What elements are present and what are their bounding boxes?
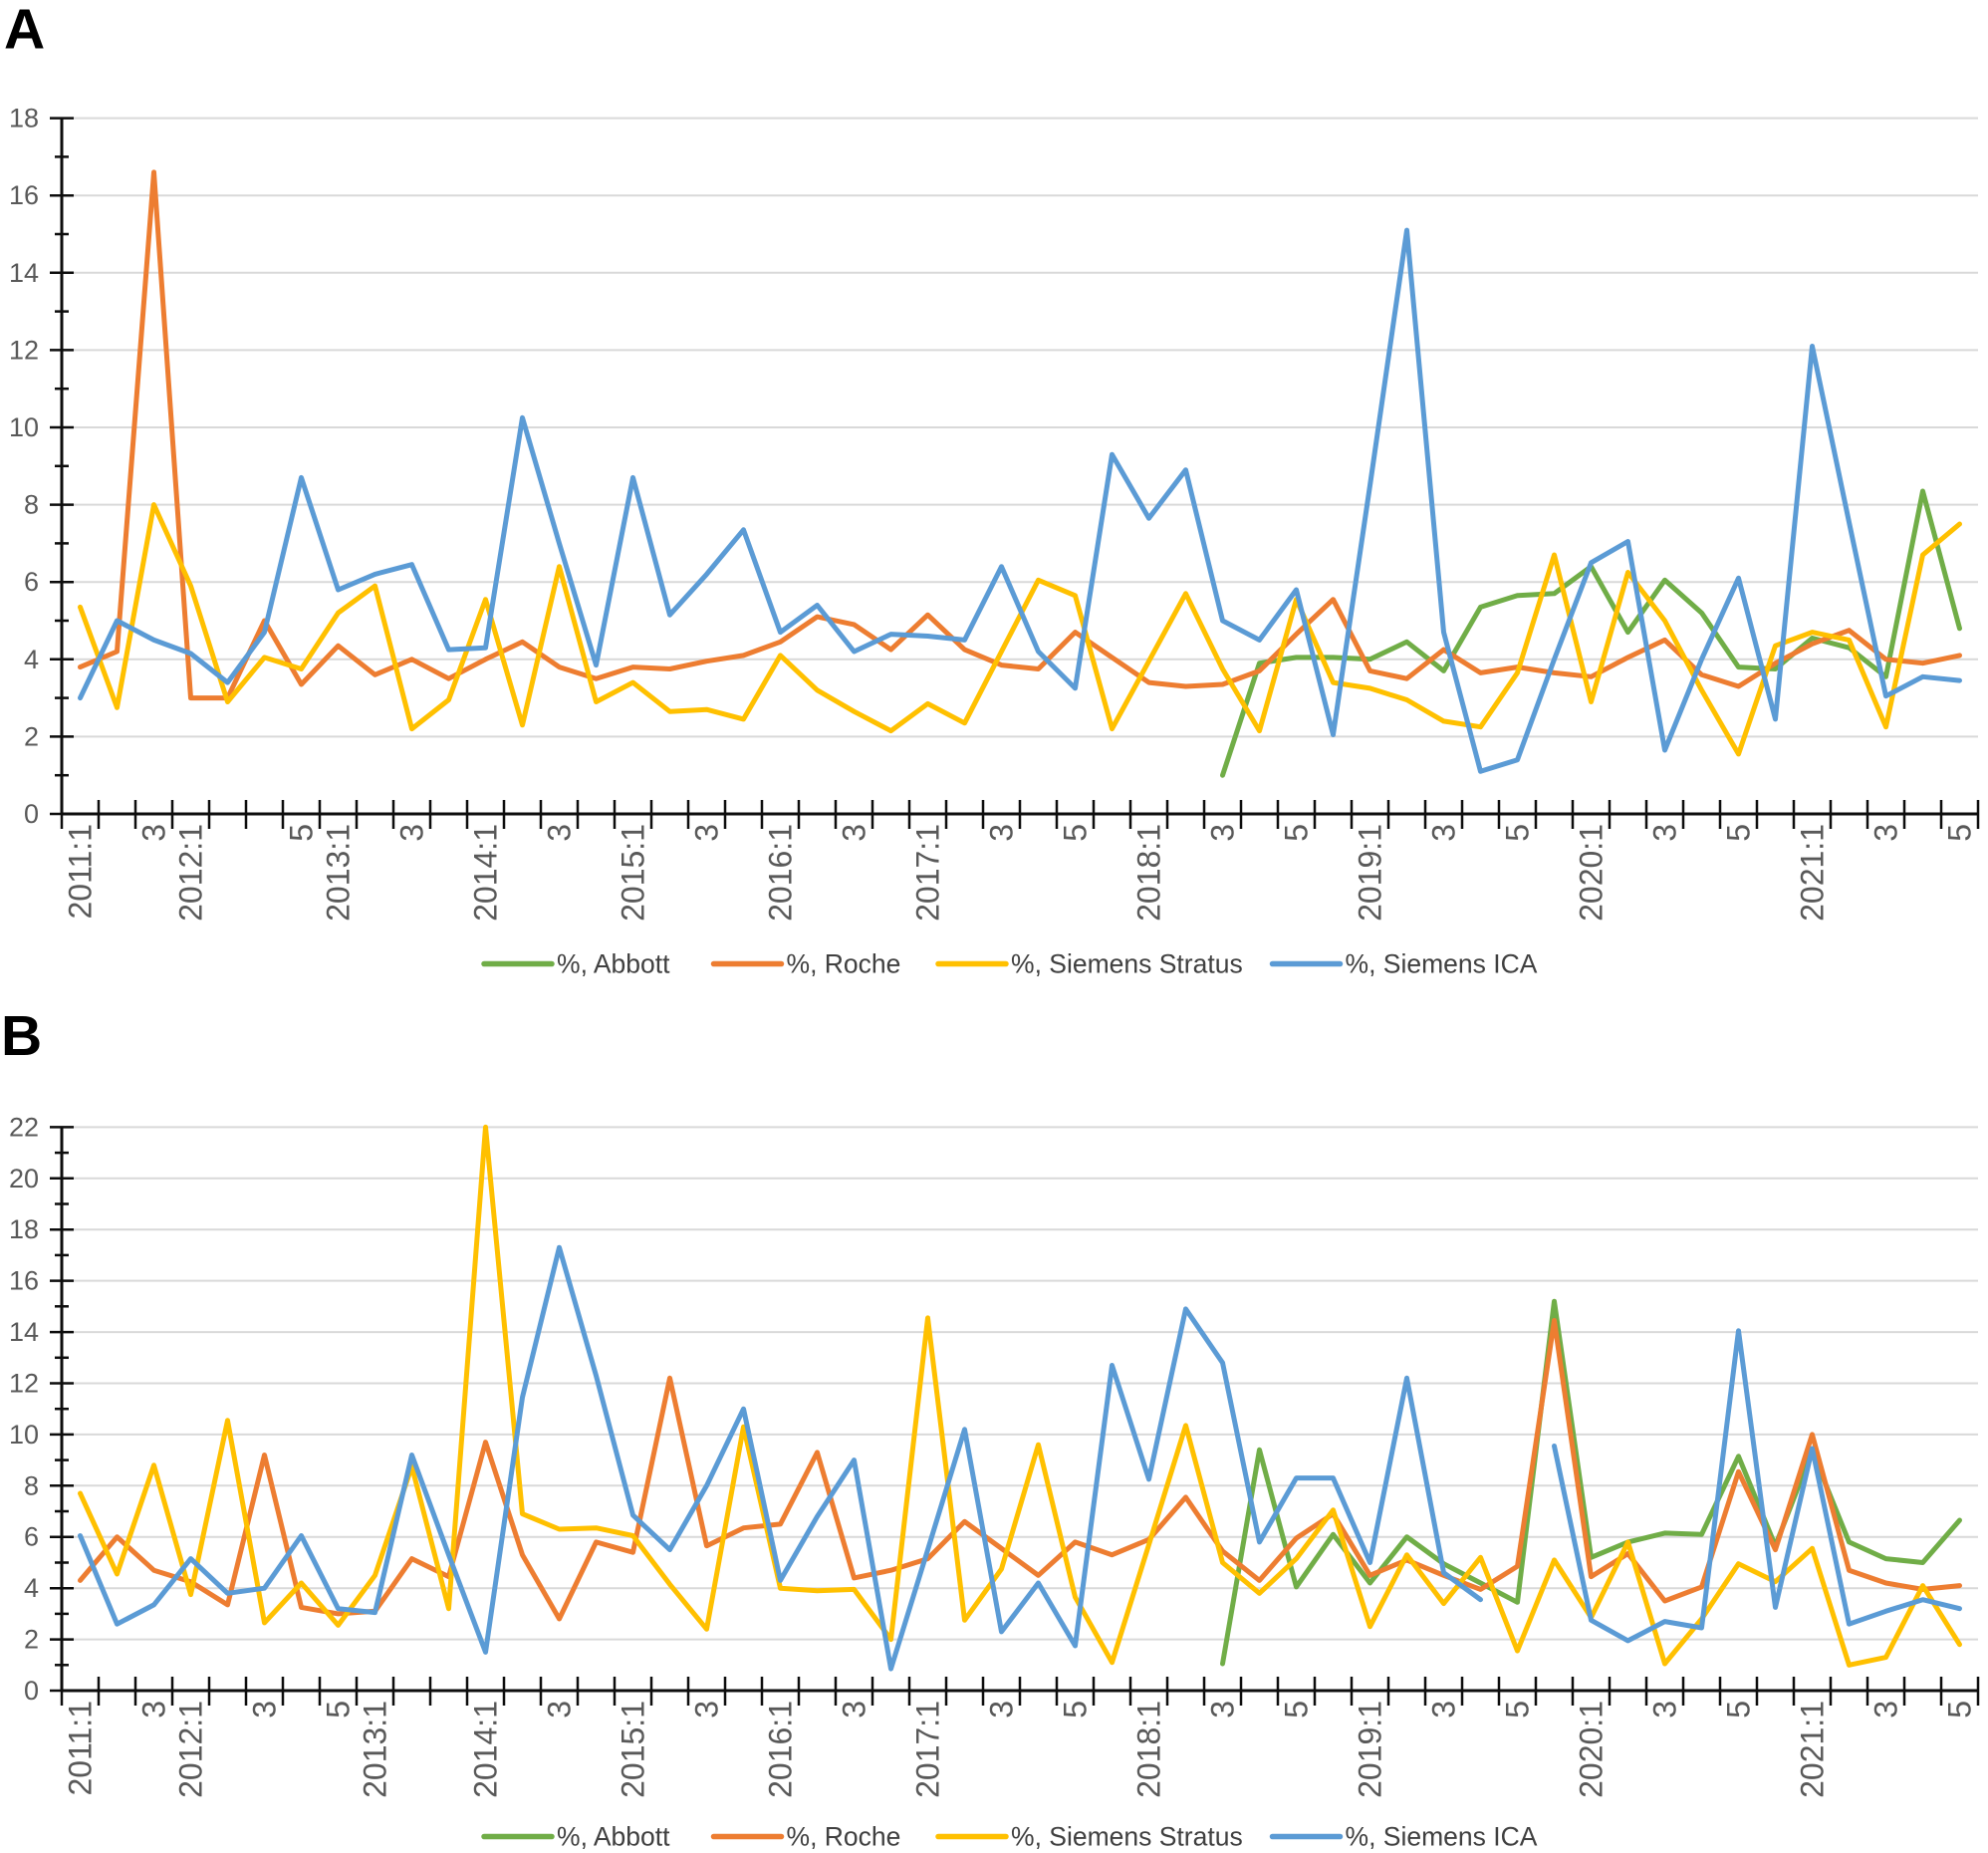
svg-text:2014:1: 2014:1 — [468, 824, 504, 922]
svg-text:14: 14 — [9, 1317, 39, 1347]
svg-text:3: 3 — [394, 824, 430, 842]
svg-text:2: 2 — [24, 721, 39, 751]
svg-text:2016:1: 2016:1 — [763, 1701, 799, 1798]
svg-text:2017:1: 2017:1 — [910, 1701, 946, 1798]
svg-text:2011:1: 2011:1 — [63, 1701, 99, 1796]
svg-text:2012:1: 2012:1 — [173, 1701, 209, 1798]
svg-text:B: B — [1, 1004, 42, 1068]
svg-text:2016:1: 2016:1 — [763, 824, 799, 922]
svg-text:2019:1: 2019:1 — [1353, 824, 1388, 922]
svg-text:3: 3 — [542, 1701, 578, 1719]
svg-text:20: 20 — [9, 1164, 39, 1193]
svg-text:3: 3 — [1647, 1701, 1683, 1719]
svg-text:22: 22 — [9, 1112, 39, 1142]
svg-text:3: 3 — [1426, 1701, 1462, 1719]
svg-text:3: 3 — [136, 1701, 172, 1719]
svg-text:2015:1: 2015:1 — [616, 824, 651, 922]
svg-text:5: 5 — [1500, 824, 1536, 842]
svg-text:2018:1: 2018:1 — [1131, 1701, 1167, 1798]
svg-text:3: 3 — [689, 1701, 725, 1719]
svg-text:3: 3 — [1205, 824, 1241, 842]
svg-text:%, Roche: %, Roche — [787, 1822, 901, 1852]
svg-text:2019:1: 2019:1 — [1353, 1701, 1388, 1798]
svg-text:18: 18 — [9, 1214, 39, 1244]
svg-text:3: 3 — [984, 1701, 1020, 1719]
svg-text:3: 3 — [689, 824, 725, 842]
svg-text:3: 3 — [837, 1701, 872, 1719]
svg-text:%, Abbott: %, Abbott — [557, 1822, 670, 1852]
svg-text:3: 3 — [1426, 824, 1462, 842]
svg-text:5: 5 — [284, 824, 320, 842]
svg-text:6: 6 — [24, 1522, 39, 1552]
svg-text:10: 10 — [9, 1420, 39, 1450]
svg-text:5: 5 — [1279, 824, 1315, 842]
svg-text:4: 4 — [24, 1573, 39, 1603]
svg-text:2018:1: 2018:1 — [1131, 824, 1167, 922]
svg-text:4: 4 — [24, 645, 39, 674]
svg-text:5: 5 — [1721, 1701, 1757, 1719]
svg-text:%, Siemens Stratus: %, Siemens Stratus — [1011, 1822, 1243, 1852]
svg-text:3: 3 — [136, 824, 172, 842]
svg-text:3: 3 — [984, 824, 1020, 842]
svg-text:8: 8 — [24, 490, 39, 520]
svg-text:6: 6 — [24, 567, 39, 597]
svg-text:2021:1: 2021:1 — [1795, 824, 1831, 922]
svg-text:14: 14 — [9, 258, 39, 288]
svg-text:18: 18 — [9, 104, 39, 133]
svg-text:%, Siemens ICA: %, Siemens ICA — [1346, 949, 1538, 979]
svg-text:5: 5 — [1500, 1701, 1536, 1719]
svg-text:2021:1: 2021:1 — [1795, 1701, 1831, 1798]
svg-text:5: 5 — [1058, 824, 1094, 842]
svg-text:3: 3 — [542, 824, 578, 842]
svg-text:3: 3 — [1868, 1701, 1904, 1719]
svg-text:3: 3 — [837, 824, 872, 842]
svg-text:2: 2 — [24, 1625, 39, 1655]
svg-text:%, Abbott: %, Abbott — [557, 949, 670, 979]
svg-text:%, Roche: %, Roche — [787, 949, 901, 979]
svg-text:8: 8 — [24, 1470, 39, 1500]
svg-text:3: 3 — [1868, 824, 1904, 842]
svg-text:5: 5 — [1721, 824, 1757, 842]
svg-text:A: A — [4, 0, 45, 62]
svg-text:3: 3 — [1205, 1701, 1241, 1719]
svg-text:5: 5 — [1279, 1701, 1315, 1719]
svg-text:0: 0 — [24, 799, 39, 829]
svg-text:2012:1: 2012:1 — [173, 824, 209, 922]
svg-text:2020:1: 2020:1 — [1574, 824, 1610, 922]
svg-text:12: 12 — [9, 335, 39, 365]
svg-text:16: 16 — [9, 1266, 39, 1296]
svg-text:2011:1: 2011:1 — [63, 824, 99, 920]
svg-text:5: 5 — [1942, 824, 1978, 842]
svg-text:5: 5 — [1058, 1701, 1094, 1719]
svg-text:10: 10 — [9, 412, 39, 442]
svg-text:12: 12 — [9, 1369, 39, 1399]
svg-text:0: 0 — [24, 1676, 39, 1706]
svg-text:2020:1: 2020:1 — [1574, 1701, 1610, 1798]
svg-text:5: 5 — [321, 1701, 357, 1719]
svg-text:2015:1: 2015:1 — [616, 1701, 651, 1798]
svg-text:2013:1: 2013:1 — [358, 1701, 393, 1798]
svg-text:5: 5 — [1942, 1701, 1978, 1719]
svg-text:2013:1: 2013:1 — [321, 824, 357, 922]
svg-text:2014:1: 2014:1 — [468, 1701, 504, 1798]
svg-text:3: 3 — [247, 1701, 283, 1719]
svg-text:2017:1: 2017:1 — [910, 824, 946, 922]
svg-text:3: 3 — [1647, 824, 1683, 842]
svg-text:%, Siemens ICA: %, Siemens ICA — [1346, 1822, 1538, 1852]
svg-text:16: 16 — [9, 180, 39, 210]
svg-text:%, Siemens Stratus: %, Siemens Stratus — [1011, 949, 1243, 979]
